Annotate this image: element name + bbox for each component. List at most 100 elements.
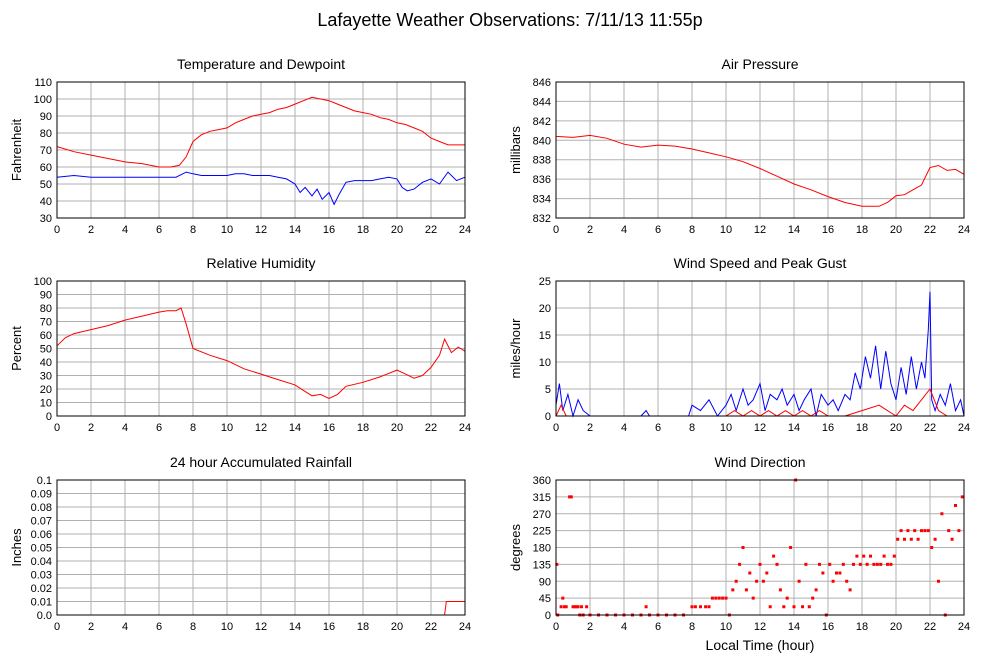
data-point <box>690 605 694 609</box>
page-title: Lafayette Weather Observations: 7/11/13 … <box>317 10 702 30</box>
data-point <box>957 529 961 533</box>
data-point <box>814 588 818 592</box>
x-tick-label: 14 <box>289 224 301 236</box>
y-tick-label: 50 <box>40 344 52 356</box>
data-point <box>571 605 575 609</box>
x-tick-label: 4 <box>122 422 128 434</box>
plot-frame <box>555 81 965 219</box>
x-tick-label: 12 <box>754 224 766 236</box>
x-tick-label: 8 <box>190 422 196 434</box>
data-point <box>699 605 702 609</box>
data-point <box>721 596 725 600</box>
x-tick-label: 16 <box>822 621 834 633</box>
x-tick-label: 22 <box>924 224 936 236</box>
y-tick-label: 20 <box>40 384 52 396</box>
y-tick-label: 70 <box>40 317 52 329</box>
chart-title: Relative Humidity <box>207 255 316 271</box>
data-point <box>804 562 808 566</box>
data-point <box>807 605 811 609</box>
y-tick-label: 846 <box>533 77 551 89</box>
x-tick-label: 6 <box>156 422 162 434</box>
x-tick-label: 8 <box>689 422 695 434</box>
data-point <box>568 495 572 499</box>
data-point <box>811 596 815 600</box>
x-tick-label: 0 <box>553 422 559 434</box>
data-point <box>580 605 583 609</box>
x-tick-label: 18 <box>856 422 868 434</box>
data-point <box>855 554 859 558</box>
x-tick-label: 14 <box>788 621 800 633</box>
plot-frame <box>56 280 466 417</box>
y-tick-label: 360 <box>533 475 551 487</box>
x-tick-label: 16 <box>323 621 335 633</box>
data-point <box>862 554 866 558</box>
data-point <box>778 588 782 592</box>
x-tick-label: 4 <box>621 224 627 236</box>
x-tick-label: 24 <box>459 224 471 236</box>
x-tick-label: 10 <box>720 422 732 434</box>
plot-frame <box>56 81 466 219</box>
y-tick-label: 45 <box>539 593 551 605</box>
y-tick-label: 0 <box>545 610 551 622</box>
x-tick-label: 6 <box>655 422 661 434</box>
x-tick-label: 2 <box>88 224 94 236</box>
data-point <box>920 529 923 533</box>
x-tick-label: 24 <box>459 422 471 434</box>
data-point <box>886 562 889 566</box>
x-tick-label: 18 <box>856 621 868 633</box>
x-tick-label: 10 <box>221 422 233 434</box>
y-tick-label: 844 <box>533 96 551 108</box>
chart-title: Temperature and Dewpoint <box>177 56 345 72</box>
y-tick-label: 0.09 <box>31 489 52 501</box>
y-tick-label: 0.03 <box>31 570 52 582</box>
y-tick-label: 30 <box>40 371 52 383</box>
series-line-1 <box>56 96 465 168</box>
data-point <box>564 605 568 609</box>
x-tick-label: 6 <box>156 224 162 236</box>
data-point <box>926 529 930 533</box>
series-line-1 <box>555 134 965 207</box>
data-point <box>792 605 796 609</box>
data-point <box>751 596 755 600</box>
x-axis-label: Local Time (hour) <box>706 637 815 653</box>
data-point <box>960 495 964 499</box>
series-line-2 <box>56 171 466 206</box>
x-tick-label: 22 <box>425 422 437 434</box>
data-point <box>940 512 944 516</box>
x-tick-label: 22 <box>924 621 936 633</box>
x-tick-label: 10 <box>720 224 732 236</box>
data-point <box>741 546 745 549</box>
x-tick-label: 0 <box>54 621 60 633</box>
x-tick-label: 2 <box>587 422 593 434</box>
data-point <box>644 605 648 609</box>
data-point <box>785 596 789 600</box>
x-tick-label: 20 <box>391 621 403 633</box>
data-point <box>841 562 845 566</box>
data-point <box>704 605 708 609</box>
x-tick-label: 8 <box>689 621 695 633</box>
series-line-1 <box>555 291 965 418</box>
data-point <box>772 554 776 558</box>
x-tick-label: 6 <box>655 621 661 633</box>
x-tick-label: 2 <box>88 621 94 633</box>
data-point <box>561 596 565 600</box>
series-line-1 <box>56 307 466 399</box>
chart-title: Wind Speed and Peak Gust <box>674 255 847 271</box>
data-point <box>896 537 900 541</box>
x-tick-label: 4 <box>621 422 627 434</box>
data-point <box>574 605 578 609</box>
x-tick-label: 8 <box>190 224 196 236</box>
data-point <box>858 562 862 566</box>
x-tick-label: 12 <box>255 422 267 434</box>
data-point <box>831 579 835 583</box>
y-axis-label: miles/hour <box>508 318 523 379</box>
y-tick-label: 90 <box>40 111 52 123</box>
x-tick-label: 14 <box>289 621 301 633</box>
data-point <box>738 562 742 566</box>
data-point <box>828 562 832 566</box>
y-tick-label: 20 <box>539 303 551 315</box>
x-tick-label: 14 <box>289 422 301 434</box>
y-tick-label: 70 <box>40 145 52 157</box>
data-point <box>892 554 896 558</box>
y-tick-label: 110 <box>34 77 52 89</box>
